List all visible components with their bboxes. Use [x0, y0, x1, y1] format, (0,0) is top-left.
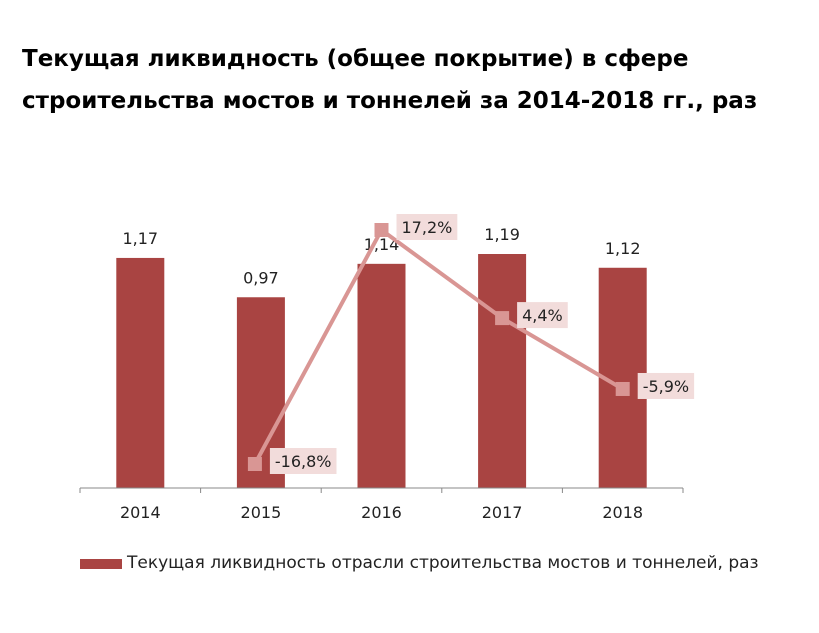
growth-label-bg-2018: [637, 372, 695, 399]
x-tick-label-2018: 2018: [602, 503, 643, 522]
growth-label-bg-2015: [269, 448, 337, 474]
legend: Текущая ликвидность отрасли строительств…: [80, 552, 780, 575]
bar-2014: [116, 257, 165, 488]
growth-label-bg-2017: [517, 302, 568, 329]
bar-label-2018: 1,12: [605, 239, 641, 258]
legend-label: Текущая ликвидность отрасли строительств…: [127, 553, 759, 573]
x-tick-label-2014: 2014: [120, 503, 161, 522]
x-tick-label-2015: 2015: [241, 503, 282, 522]
chart-title: Текущая ликвидность (общее покрытие) в с…: [22, 46, 758, 114]
bar-2016: [357, 263, 406, 488]
bar-label-2017: 1,19: [484, 225, 520, 244]
growth-label-2016: 17,2%: [402, 218, 453, 237]
x-tick-label-2017: 2017: [482, 503, 523, 522]
growth-label-2015: -16,8%: [275, 452, 332, 471]
growth-label-bg-2016: [396, 214, 458, 240]
growth-marker-2017: [495, 311, 510, 326]
growth-line: [253, 227, 624, 465]
legend-swatch: [80, 559, 122, 569]
bar-label-2014: 1,17: [122, 229, 158, 248]
x-tick-label-2016: 2016: [361, 503, 402, 522]
growth-label-2018: -5,9%: [643, 377, 689, 396]
bar-label-2015: 0,97: [243, 268, 279, 287]
growth-marker-2018: [615, 381, 630, 396]
growth-label-2017: 4,4%: [522, 306, 563, 325]
bar-2017: [478, 254, 527, 488]
growth-marker-2015: [247, 457, 262, 471]
growth-marker-2016: [374, 223, 389, 237]
